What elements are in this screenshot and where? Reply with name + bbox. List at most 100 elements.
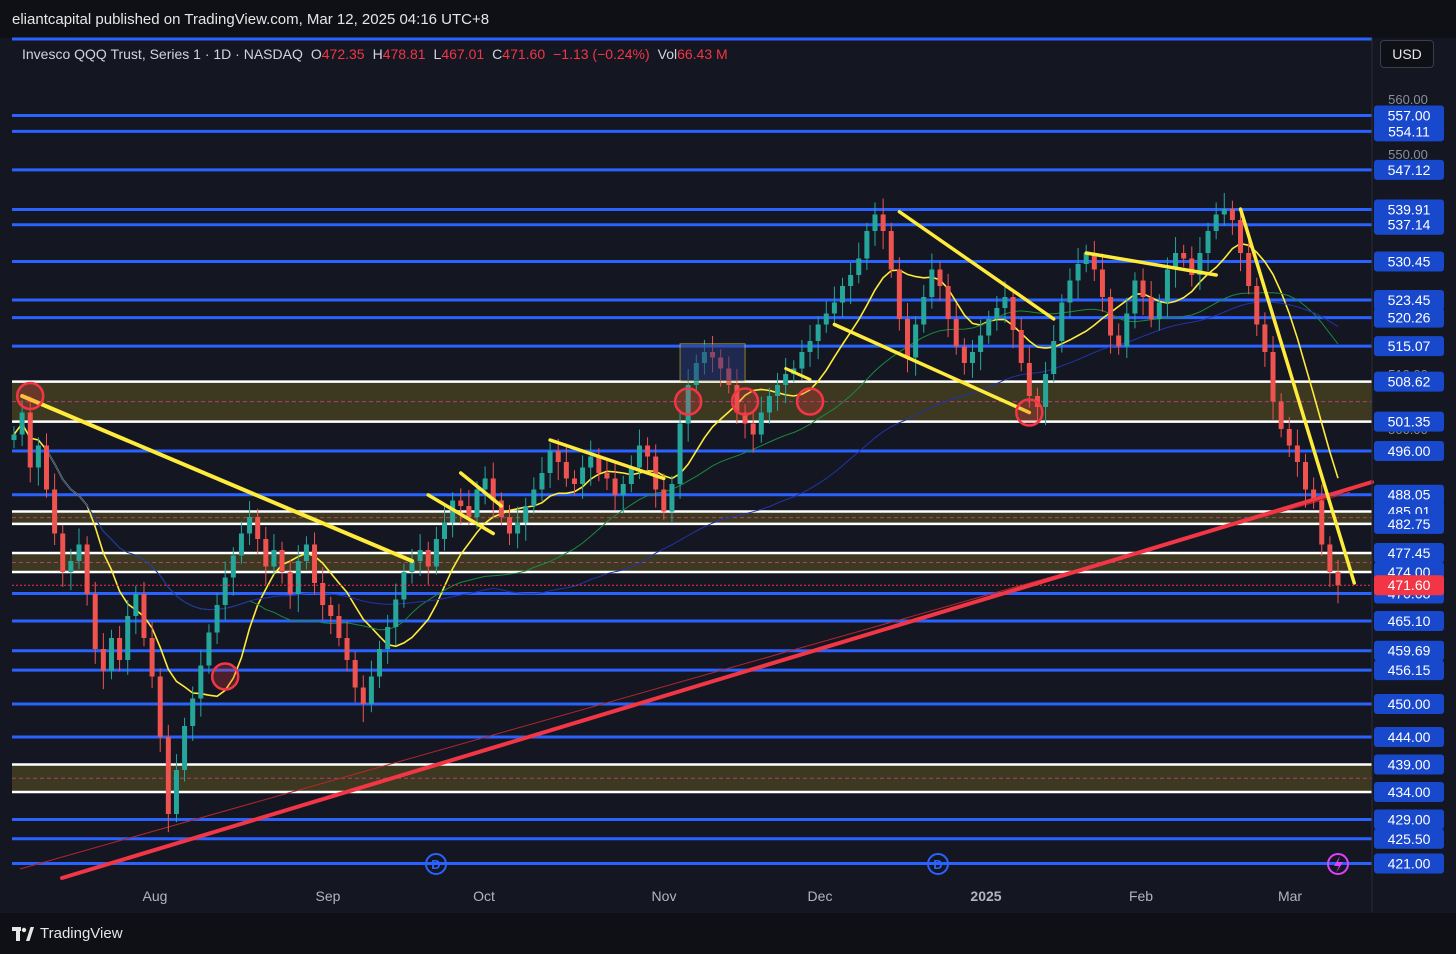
level-label-box (1374, 640, 1444, 661)
candle (1303, 453, 1309, 508)
candle (190, 686, 196, 741)
candle (182, 717, 188, 782)
candle-body (856, 258, 862, 275)
level-label: 537.14 (1388, 217, 1431, 233)
candle (263, 526, 269, 585)
level-label-box (1374, 214, 1444, 235)
tradingview-icon (12, 926, 34, 941)
candle-body (750, 423, 756, 435)
level-label: 456.15 (1388, 662, 1431, 678)
candle (783, 358, 789, 404)
candle-body (1229, 209, 1235, 220)
candle (125, 600, 131, 675)
ma-50-line (46, 292, 1339, 631)
candle-body (571, 478, 577, 484)
trend-line-yellow (1238, 207, 1356, 585)
price-tick-label: 560.00 (1388, 92, 1428, 107)
candle-body (1335, 572, 1341, 586)
time-tick-label: Nov (652, 888, 677, 904)
candle-body (442, 522, 448, 539)
level-label: 501.35 (1388, 414, 1431, 430)
candle-body (783, 374, 789, 385)
candle-body (1246, 253, 1252, 286)
candle (100, 633, 106, 690)
drawings (15, 207, 1374, 880)
level-label-box (1374, 121, 1444, 142)
time-tick-label: Oct (473, 888, 495, 904)
level-label: 520.26 (1388, 310, 1431, 326)
candle-body (125, 616, 131, 660)
candle (474, 481, 480, 529)
candle-body (840, 286, 846, 303)
candle-body (661, 489, 667, 512)
candle (523, 497, 529, 541)
candle (1335, 559, 1341, 604)
candle (35, 437, 41, 486)
tradingview-logo[interactable]: TradingView (12, 925, 123, 942)
pivot-circle (795, 387, 825, 416)
currency-button[interactable]: USD (1380, 40, 1434, 68)
candle (52, 473, 58, 546)
candle-body (255, 517, 261, 539)
candle-body (1189, 258, 1195, 275)
candle (230, 547, 236, 596)
level-label: 523.45 (1388, 292, 1431, 308)
candle (515, 506, 521, 549)
candle (1075, 248, 1081, 299)
candle (872, 202, 878, 246)
level-label-box (1374, 484, 1444, 505)
dividend-marker-label: D (933, 857, 942, 872)
candle (206, 624, 212, 674)
candle (840, 277, 846, 318)
level-label-box (1374, 307, 1444, 328)
candle (913, 316, 919, 376)
price-axis: 560.00550.00510.00500.00440.00430.00557.… (12, 92, 1444, 874)
candle-body (76, 544, 82, 561)
candle-body (425, 550, 431, 567)
trend-line-yellow (458, 471, 504, 508)
candle-body (182, 726, 188, 770)
candle-body (165, 737, 171, 814)
level-label: 465.10 (1388, 613, 1431, 629)
candle-body (766, 396, 772, 413)
candle (1173, 237, 1179, 288)
candle (458, 488, 464, 525)
ma-100-line (46, 301, 1339, 611)
candle-body (563, 462, 569, 479)
volume-label: Vol (657, 46, 678, 62)
candle (1156, 294, 1162, 331)
candle-body (880, 214, 886, 231)
level-label: 515.07 (1388, 338, 1431, 354)
candle (377, 640, 383, 689)
low-value: 467.01 (441, 46, 485, 62)
candle-body (961, 346, 967, 363)
candle (815, 316, 821, 360)
candle (11, 426, 17, 449)
candle (961, 338, 967, 375)
candle-body (921, 297, 927, 325)
candle-body (344, 638, 350, 660)
candle (320, 567, 326, 620)
candle (1311, 477, 1317, 509)
candle-body (645, 445, 651, 457)
candle-body (815, 324, 821, 341)
candle-body (1132, 280, 1138, 314)
candle-body (52, 489, 58, 534)
ohlc-low: L467.01 (434, 46, 485, 62)
candle-body (474, 489, 480, 517)
time-tick-label: Sep (316, 888, 341, 904)
candle (108, 629, 114, 680)
candle (43, 433, 49, 498)
candle-body (238, 533, 244, 556)
candle-body (27, 412, 33, 468)
candle-body (141, 594, 147, 638)
level-label: 496.00 (1388, 443, 1431, 459)
candle-body (555, 451, 561, 462)
candle (775, 372, 781, 411)
candle (1278, 393, 1284, 438)
candle-body (1067, 280, 1073, 303)
level-label-box (1374, 159, 1444, 180)
candle (896, 257, 902, 331)
candle (344, 622, 350, 672)
